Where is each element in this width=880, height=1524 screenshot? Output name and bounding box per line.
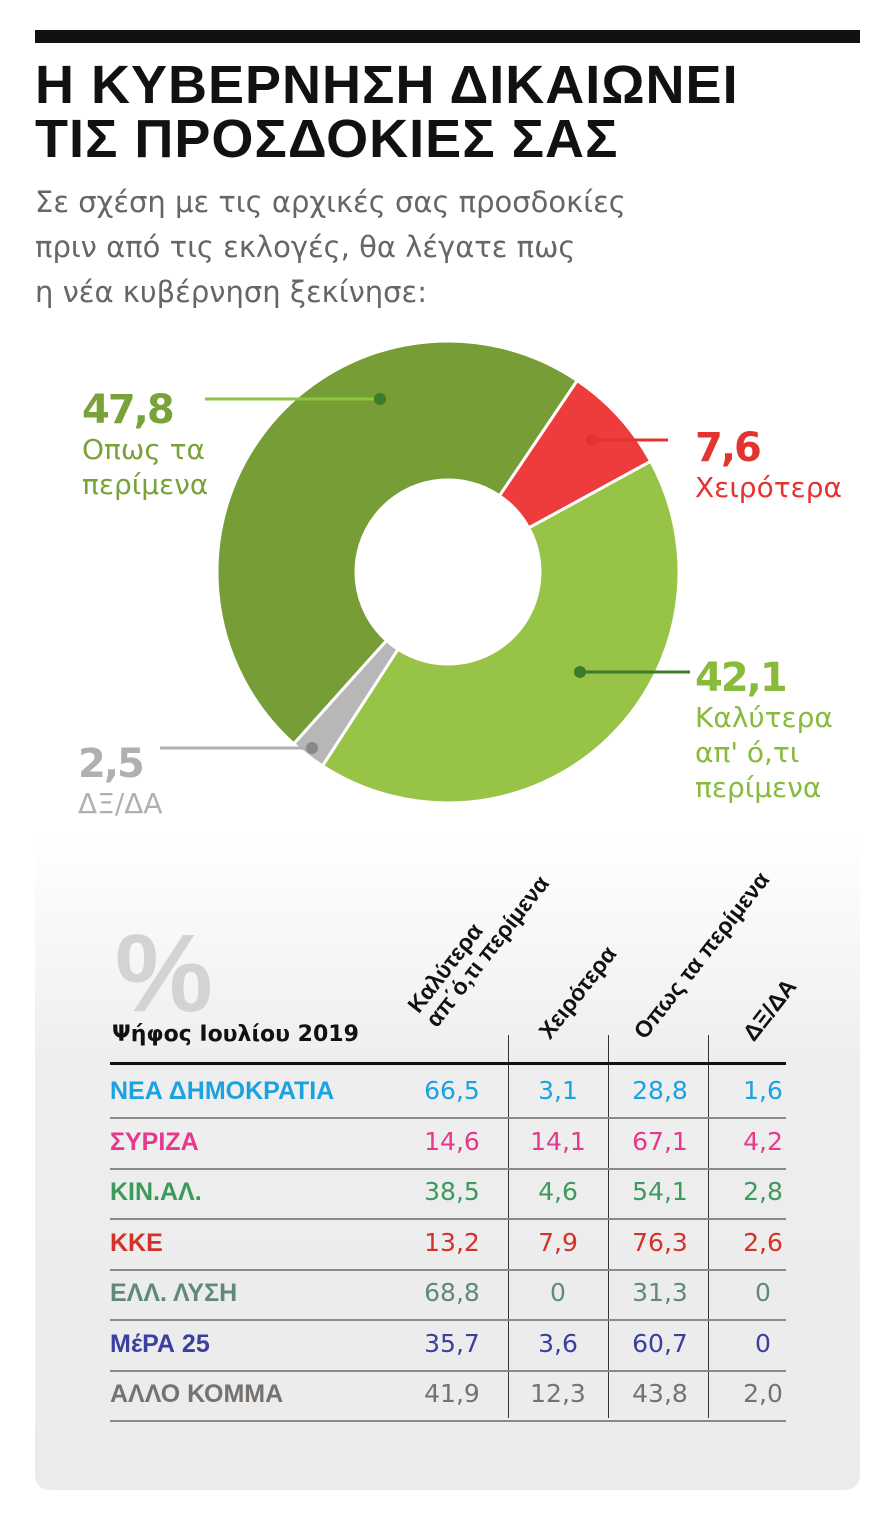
leader-dot [586, 434, 598, 446]
table-cell: 68,8 [424, 1278, 480, 1307]
table-cell: 38,5 [424, 1177, 480, 1206]
table-cell: 60,7 [632, 1328, 688, 1358]
leader-dot [374, 393, 386, 405]
table-cell: 67,1 [632, 1126, 688, 1156]
label-worse: 7,6 Χειρότερα [695, 426, 842, 505]
table-cell: 0 [755, 1278, 771, 1307]
leader-dot [306, 742, 318, 754]
leader-dot [574, 666, 586, 678]
donut-chart [160, 339, 690, 805]
table-panel [35, 835, 860, 1490]
slice-label: απ' ό,τι [695, 736, 800, 769]
table-row: ΣΥΡΙΖΑ 14,6 14,1 67,1 4,2 [110, 1118, 786, 1170]
table-cell: 7,9 [538, 1227, 578, 1257]
subtitle-line: Σε σχέση με τις αρχικές σας προσδοκίες [35, 185, 626, 219]
page-title: Η ΚΥΒΕΡΝΗΣΗ ΔΙΚΑΙΩΝΕΙ ΤΙΣ ΠΡΟΣΔΟΚΙΕΣ ΣΑΣ [35, 58, 739, 166]
table-cell: 43,8 [632, 1379, 688, 1408]
column-divider [708, 1035, 709, 1418]
table-cell: 35,7 [424, 1328, 480, 1358]
party-name: ΚΙΝ.ΑΛ. [110, 1178, 202, 1206]
title-line: ΤΙΣ ΠΡΟΣΔΟΚΙΕΣ ΣΑΣ [35, 109, 619, 169]
table-cell: 2,0 [743, 1379, 783, 1408]
table-cell: 3,1 [538, 1076, 578, 1105]
table-cell: 14,1 [530, 1126, 586, 1156]
slice-value: 42,1 [695, 655, 788, 701]
top-rule [35, 30, 860, 43]
table-cell: 1,6 [743, 1076, 783, 1105]
table-cell: 0 [755, 1328, 771, 1358]
table-cell: 41,9 [424, 1379, 480, 1408]
table-cell: 54,1 [632, 1177, 688, 1206]
row-header: Ψήφος Ιουλίου 2019 [112, 1022, 359, 1047]
slice-label: ΔΞ/ΔΑ [78, 787, 163, 820]
table-cell: 14,6 [424, 1126, 480, 1156]
slice-label: περίμενα [695, 771, 822, 804]
slice-value: 2,5 [78, 741, 145, 787]
column-divider [608, 1035, 609, 1418]
table-cell: 12,3 [530, 1379, 586, 1408]
table-cell: 2,6 [743, 1227, 783, 1257]
subtitle-line: πριν από τις εκλογές, θα λέγατε πως [35, 230, 576, 264]
slice-value: 7,6 [695, 425, 762, 471]
header-rule [110, 1062, 786, 1065]
table-row: ΚΚΕ 13,2 7,9 76,3 2,6 [110, 1219, 786, 1271]
subtitle: Σε σχέση με τις αρχικές σας προσδοκίες π… [35, 180, 735, 315]
label-better: 42,1 Καλύτερα απ' ό,τι περίμενα [695, 656, 833, 805]
table-cell: 3,6 [538, 1328, 578, 1358]
party-name: ΣΥΡΙΖΑ [110, 1127, 199, 1156]
slice-label: Χειρότερα [695, 471, 842, 504]
table-cell: 76,3 [632, 1227, 688, 1257]
table-row: ΕΛΛ. ΛΥΣΗ 68,8 0 31,3 0 [110, 1269, 786, 1321]
table-cell: 4,2 [743, 1126, 783, 1156]
table-cell: 28,8 [632, 1076, 688, 1105]
table-cell: 13,2 [424, 1227, 480, 1257]
party-name: ΜέΡΑ 25 [110, 1329, 210, 1358]
table-cell: 2,8 [743, 1177, 783, 1206]
slice-label: Καλύτερα [695, 701, 833, 734]
column-divider [508, 1035, 509, 1418]
donut-slice [215, 339, 580, 747]
subtitle-line: η νέα κυβέρνηση ξεκίνησε: [35, 275, 427, 309]
title-line: Η ΚΥΒΕΡΝΗΣΗ ΔΙΚΑΙΩΝΕΙ [35, 55, 739, 115]
percent-symbol: % [115, 912, 213, 1035]
table-row: ΝΕΑ ΔΗΜΟΚΡΑΤΙΑ 66,5 3,1 28,8 1,6 [110, 1067, 786, 1119]
slice-label: Οπως τα [82, 433, 205, 466]
table-cell: 66,5 [424, 1076, 480, 1105]
table-cell: 0 [550, 1278, 566, 1307]
table-row: ΜέΡΑ 25 35,7 3,6 60,7 0 [110, 1320, 786, 1372]
table-cell: 31,3 [632, 1278, 688, 1307]
party-name: ΑΛΛΟ ΚΟΜΜΑ [110, 1380, 284, 1408]
slice-label: περίμενα [82, 468, 209, 501]
table-row: ΑΛΛΟ ΚΟΜΜΑ 41,9 12,3 43,8 2,0 [110, 1370, 786, 1422]
donut-slice [320, 459, 681, 805]
slice-value: 47,8 [82, 387, 175, 433]
party-name: ΝΕΑ ΔΗΜΟΚΡΑΤΙΑ [110, 1077, 335, 1105]
label-as-expected: 47,8 Οπως τα περίμενα [82, 388, 208, 502]
party-name: ΕΛΛ. ΛΥΣΗ [110, 1279, 238, 1307]
party-name: ΚΚΕ [110, 1228, 163, 1257]
table-cell: 4,6 [538, 1177, 578, 1206]
table-row: ΚΙΝ.ΑΛ. 38,5 4,6 54,1 2,8 [110, 1168, 786, 1220]
label-dont-know: 2,5 ΔΞ/ΔΑ [78, 742, 163, 821]
